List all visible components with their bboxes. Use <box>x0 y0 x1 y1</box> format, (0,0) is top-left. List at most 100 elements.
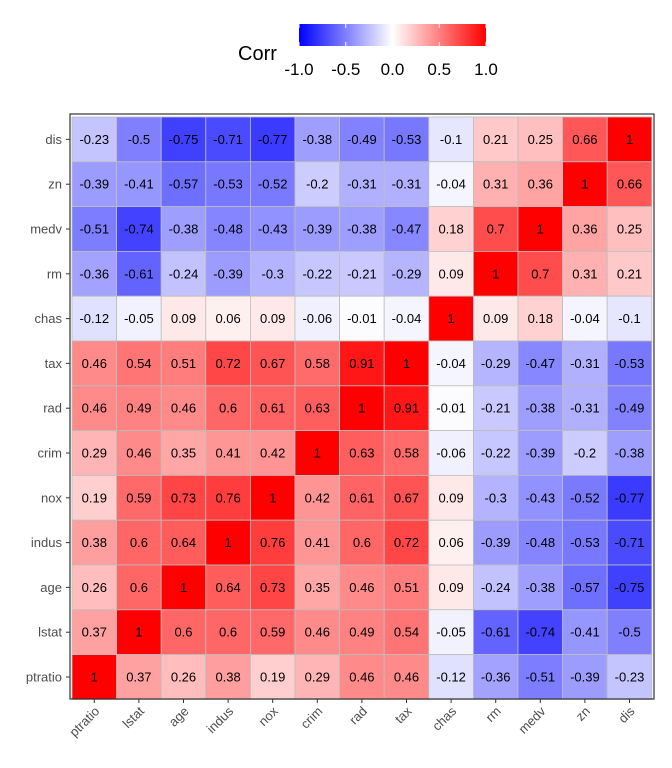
cell-value-label: 0.7 <box>487 222 505 237</box>
heatmap-cell <box>472 385 519 431</box>
cell-value-label: -0.5 <box>618 625 640 640</box>
cell-value-label: 0.63 <box>305 401 330 416</box>
legend-tick-label: 0.0 <box>381 60 405 79</box>
heatmap-cell <box>116 250 162 297</box>
heatmap-cell <box>205 340 251 387</box>
cell-value-label: 0.36 <box>572 222 597 237</box>
cell-value-label: 0.46 <box>394 670 419 685</box>
heatmap-cell <box>517 430 563 476</box>
cell-value-label: 0.25 <box>528 132 553 147</box>
heatmap-cell <box>383 206 430 252</box>
cell-value-label: 0.61 <box>260 401 285 416</box>
heatmap-cell <box>339 430 385 476</box>
cell-value-label: -0.43 <box>258 222 288 237</box>
cell-value-label: -0.36 <box>79 266 109 281</box>
cell-value-label: -0.52 <box>570 490 600 505</box>
heatmap-cell <box>205 116 251 163</box>
heatmap-cell <box>339 385 385 431</box>
heatmap-cell <box>71 295 117 342</box>
cell-value-label: -0.53 <box>615 356 645 371</box>
cell-value-label: 0.66 <box>572 132 597 147</box>
cell-value-label: 1 <box>447 311 454 326</box>
x-tick-label: age <box>166 704 192 730</box>
cell-value-label: -0.29 <box>481 356 511 371</box>
cell-value-label: 1 <box>358 401 365 416</box>
cell-value-label: 0.54 <box>394 625 419 640</box>
cell-value-label: 0.76 <box>215 490 240 505</box>
heatmap-cell <box>71 474 117 521</box>
cell-value-label: 0.73 <box>171 490 196 505</box>
heatmap-cell <box>160 385 207 431</box>
cell-value-label: 0.46 <box>305 625 330 640</box>
heatmap-cell <box>249 161 296 208</box>
heatmap-cell <box>606 609 653 655</box>
heatmap-cell <box>562 430 608 476</box>
cell-value-label: 0.38 <box>82 535 107 550</box>
cell-value-label: -0.52 <box>258 177 288 192</box>
heatmap-cell <box>428 609 474 655</box>
heatmap-cell <box>205 385 251 431</box>
cell-value-label: 0.51 <box>394 580 419 595</box>
heatmap-cell <box>205 206 251 252</box>
cell-value-label: 1 <box>269 490 276 505</box>
cell-value-label: -0.38 <box>615 446 645 461</box>
cell-value-label: -0.71 <box>615 535 645 550</box>
cell-value-label: -0.39 <box>481 535 511 550</box>
cell-value-label: 0.64 <box>171 535 196 550</box>
cell-value-label: 0.29 <box>305 670 330 685</box>
cell-value-label: -0.74 <box>525 625 555 640</box>
heatmap-cell <box>562 161 608 208</box>
heatmap-cell <box>472 474 519 521</box>
heatmap-cell <box>383 564 430 611</box>
cell-value-label: -0.24 <box>481 580 511 595</box>
cell-value-label: 0.59 <box>126 490 151 505</box>
heatmap-cell <box>428 295 474 342</box>
x-tick-label: indus <box>204 703 237 736</box>
cell-value-label: -0.39 <box>213 266 243 281</box>
cell-value-label: -0.41 <box>124 177 154 192</box>
y-tick-label: ptratio <box>26 670 62 685</box>
heatmap-cell <box>339 340 385 387</box>
cell-value-label: -0.47 <box>525 356 555 371</box>
y-tick-label: nox <box>41 490 62 505</box>
cell-value-label: 0.09 <box>438 490 463 505</box>
cell-value-label: -0.39 <box>79 177 109 192</box>
heatmap-cell <box>517 340 563 387</box>
cell-value-label: 0.91 <box>349 356 374 371</box>
cell-value-label: 1 <box>224 535 231 550</box>
heatmap-cell <box>160 474 207 521</box>
cell-value-label: -0.38 <box>169 222 199 237</box>
x-tick-label: rm <box>482 704 503 725</box>
cell-value-label: 0.67 <box>394 490 419 505</box>
heatmap-cell <box>116 654 162 700</box>
heatmap-cell <box>339 564 385 611</box>
cell-value-label: -0.77 <box>258 132 288 147</box>
cell-value-label: 0.35 <box>305 580 330 595</box>
cell-value-label: -0.01 <box>347 311 377 326</box>
cell-value-label: 1 <box>180 580 187 595</box>
y-tick-label: rad <box>43 401 62 416</box>
y-tick-label: medv <box>30 222 62 237</box>
cell-value-label: -0.48 <box>525 535 555 550</box>
heatmap-cell <box>428 161 474 208</box>
cell-value-label: -0.1 <box>618 311 640 326</box>
cell-value-label: 0.09 <box>483 311 508 326</box>
cell-value-label: 1 <box>492 266 499 281</box>
heatmap-cell <box>606 340 653 387</box>
cell-value-label: 0.6 <box>130 535 148 550</box>
cell-value-label: 0.19 <box>82 490 107 505</box>
heatmap-cell <box>249 519 296 566</box>
cell-value-label: -0.2 <box>574 446 596 461</box>
heatmap-cell <box>71 564 117 611</box>
cell-value-label: -0.01 <box>436 401 466 416</box>
heatmap-cell <box>383 609 430 655</box>
heatmap-cell <box>517 609 563 655</box>
heatmap-cell <box>205 654 251 700</box>
legend-ticks: -1.0 -0.5 0.0 0.5 1.0 <box>284 24 498 79</box>
heatmap-cell <box>294 116 340 163</box>
cell-value-label: -0.04 <box>392 311 422 326</box>
heatmap-cell <box>339 654 385 700</box>
heatmap-cell <box>339 250 385 297</box>
heatmap-cell <box>472 250 519 297</box>
